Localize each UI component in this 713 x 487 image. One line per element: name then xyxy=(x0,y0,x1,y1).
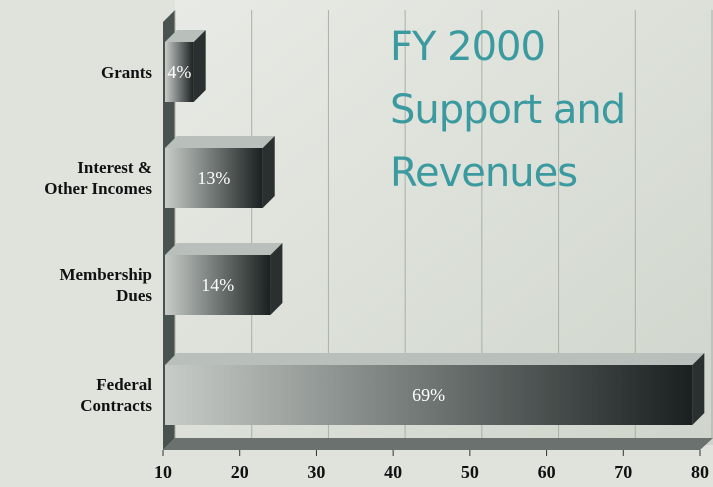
x-tick-label: 50 xyxy=(461,462,479,482)
x-tick-label: 40 xyxy=(384,462,402,482)
value-label: 69% xyxy=(412,385,445,405)
bar xyxy=(165,365,693,425)
bar-top xyxy=(165,30,206,42)
chart-title: FY 2000 xyxy=(390,24,545,70)
x-tick-label: 30 xyxy=(307,462,325,482)
x-tick-label: 70 xyxy=(614,462,632,482)
x-tick-label: 10 xyxy=(154,462,172,482)
bar-side xyxy=(262,136,275,208)
bar-top xyxy=(165,353,705,365)
bar-top xyxy=(165,136,275,148)
y-tick-label: Interest & Other Incomes xyxy=(44,158,152,198)
axis-floor xyxy=(163,438,713,450)
chart-title: Support and xyxy=(390,87,625,133)
chart-title: Revenues xyxy=(390,150,577,196)
bar xyxy=(165,255,271,315)
axis-wall xyxy=(163,10,175,450)
bar xyxy=(165,148,263,208)
y-tick-label: Membership Dues xyxy=(59,265,152,305)
bar xyxy=(165,42,194,102)
bar-side xyxy=(270,243,283,315)
y-tick-label: Grants xyxy=(101,62,152,82)
bar-side xyxy=(692,353,705,425)
value-label: 14% xyxy=(201,275,234,295)
y-tick-label: Federal Contracts xyxy=(80,375,152,415)
x-tick-label: 60 xyxy=(538,462,556,482)
value-label: 13% xyxy=(197,168,230,188)
x-tick-label: 20 xyxy=(231,462,249,482)
bar-side xyxy=(193,30,206,102)
x-tick-label: 80 xyxy=(691,462,709,482)
value-label: 4% xyxy=(167,62,191,82)
bar-top xyxy=(165,243,283,255)
